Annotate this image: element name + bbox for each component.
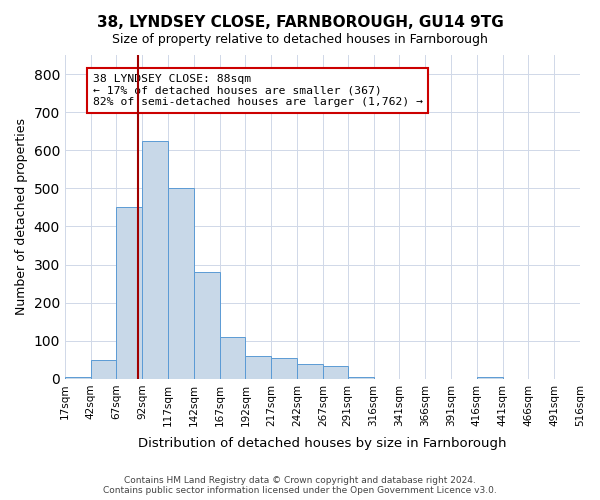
Text: Size of property relative to detached houses in Farnborough: Size of property relative to detached ho… — [112, 32, 488, 46]
Bar — [297, 364, 323, 379]
Bar — [245, 356, 271, 379]
Bar — [347, 377, 374, 379]
Text: Contains HM Land Registry data © Crown copyright and database right 2024.
Contai: Contains HM Land Registry data © Crown c… — [103, 476, 497, 495]
Bar — [194, 272, 220, 379]
Y-axis label: Number of detached properties: Number of detached properties — [15, 118, 28, 316]
Bar — [91, 360, 116, 379]
Text: 38 LYNDSEY CLOSE: 88sqm
← 17% of detached houses are smaller (367)
82% of semi-d: 38 LYNDSEY CLOSE: 88sqm ← 17% of detache… — [92, 74, 422, 108]
Bar — [477, 377, 503, 379]
Bar — [323, 366, 347, 379]
Bar — [168, 188, 194, 379]
Text: 38, LYNDSEY CLOSE, FARNBOROUGH, GU14 9TG: 38, LYNDSEY CLOSE, FARNBOROUGH, GU14 9TG — [97, 15, 503, 30]
Bar — [65, 377, 91, 379]
Bar — [116, 208, 142, 379]
X-axis label: Distribution of detached houses by size in Farnborough: Distribution of detached houses by size … — [138, 437, 506, 450]
Bar — [220, 337, 245, 379]
Bar — [142, 140, 168, 379]
Bar — [271, 358, 297, 379]
